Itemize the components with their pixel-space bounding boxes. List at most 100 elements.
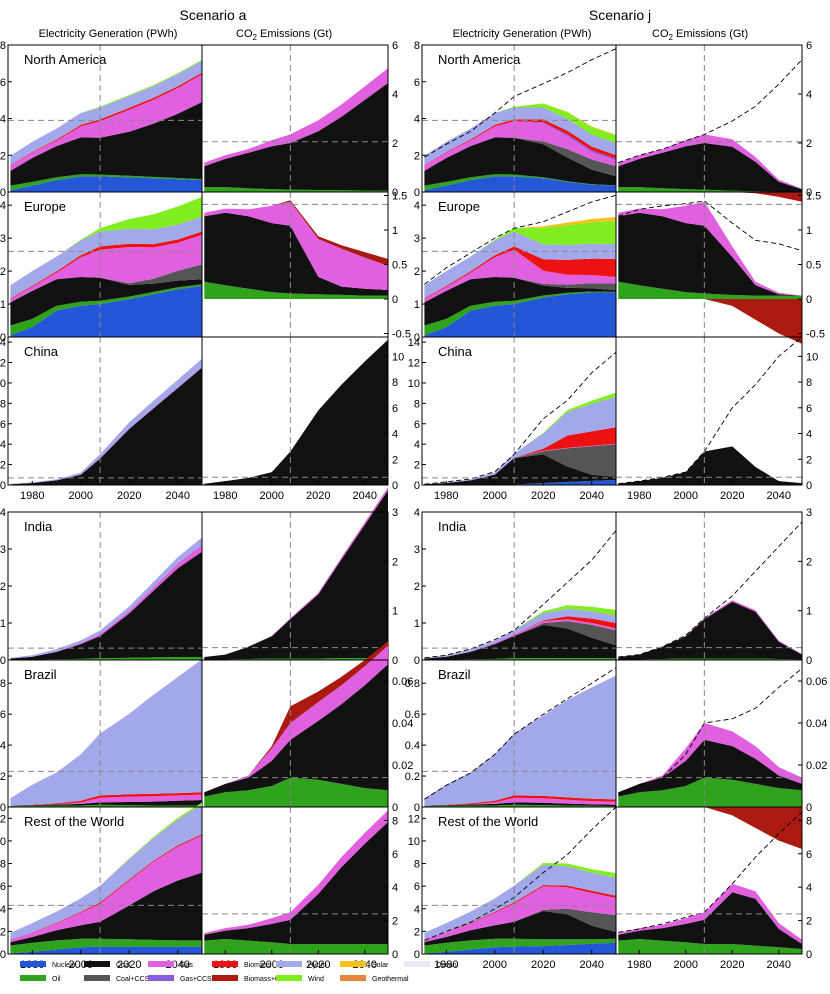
co2-tick-label: 0.06 <box>806 676 827 688</box>
co2-brazil-a-gas-area <box>204 645 388 793</box>
co2-europe-j-gas-area <box>618 201 802 296</box>
elec-brazil-j-biomass-area <box>424 795 616 806</box>
elec-brazil-j-hydro-area <box>424 675 616 806</box>
elec-tick-label: 4 <box>0 904 6 916</box>
co2-tick-label: 0.5 <box>806 260 821 272</box>
co2-europe-j-oil-area <box>618 281 802 299</box>
co2-chart-brazil-j <box>618 668 803 849</box>
co2-chart-india-j <box>618 521 803 660</box>
elec-china-j-coal-ccs-area <box>424 444 616 485</box>
co2-india-j-coal-area <box>618 601 802 660</box>
co2-brazil-j-gas-area <box>618 723 802 793</box>
elec-tick-label: 2 <box>414 926 420 938</box>
elec-tick-label: 4 <box>414 507 420 519</box>
elec-chart-europe-a <box>10 196 203 337</box>
elec-europe-a-gas-area <box>10 234 203 303</box>
elec-tick-label: 0.6 <box>405 709 420 721</box>
panel-north-america-a: North America 0 2 4 6 8 0 2 4 6 <box>0 40 398 199</box>
legend-swatch-geothermal <box>340 975 366 981</box>
elec-tick-label: 2 <box>414 581 420 593</box>
elec-tick-label: 0 <box>414 655 420 667</box>
elec-tick-label: 8 <box>414 398 420 410</box>
elec-europe-a-biomass-area <box>10 231 203 300</box>
co2-chart-china-j <box>618 336 803 485</box>
co2-tick-label: 3 <box>392 507 398 519</box>
co2-tick-label: 6 <box>806 403 812 415</box>
co2-tick-label: 8 <box>392 377 398 389</box>
co2-tick-label: 1.5 <box>806 190 821 202</box>
elec-rest-of-the-world-a-coal-area <box>10 872 203 946</box>
elec-north-america-a-oil-area <box>10 174 203 191</box>
x-tick-label: 1980 <box>434 490 458 502</box>
co2-india-a-coal-area <box>204 490 388 660</box>
elec-tick-label: 0.6 <box>0 709 6 721</box>
elec-brazil-a-coal-area <box>10 800 203 807</box>
region-label: China <box>24 344 59 359</box>
elec-tick-label: 12 <box>0 813 6 825</box>
elec-tick-label: 0 <box>414 480 420 492</box>
co2-tick-label: -0.5 <box>806 329 825 341</box>
co2-tick-label: 0.02 <box>392 760 413 772</box>
co2-frame <box>201 806 389 955</box>
co2-tick-label: 0 <box>392 187 398 199</box>
elec-tick-label: 0.4 <box>405 740 420 752</box>
elec-tick-label: 2 <box>414 150 420 162</box>
elec-reference-line <box>424 351 617 485</box>
elec-tick-label: 8 <box>0 40 6 52</box>
co2-tick-label: 0 <box>806 480 812 492</box>
co2-reference-line <box>618 59 803 164</box>
x-tick-label: 2020 <box>117 490 141 502</box>
legend-swatch-coal-ccs <box>84 975 110 981</box>
co2-chart-china-a <box>204 339 388 485</box>
elec-europe-j-oil-area <box>424 291 616 336</box>
co2-chart-europe-a <box>204 200 388 299</box>
co2-rest-of-the-world-j-coal-area <box>618 892 802 949</box>
x-tick-label: 2040 <box>580 490 604 502</box>
co2-tick-label: 6 <box>392 403 398 415</box>
co2-tick-label: 0.06 <box>392 676 413 688</box>
elec-chart-india-j <box>424 530 617 660</box>
elec-china-j-biomass-area <box>424 427 616 485</box>
elec-chart-north-america-a <box>10 59 203 192</box>
co2-north-america-a-coal-area <box>204 83 388 191</box>
elec-china-j-nuclear-area <box>424 479 616 485</box>
elec-europe-j-nuclear-area <box>424 292 616 337</box>
elec-tick-label: 3 <box>0 544 6 556</box>
co2-china-j-coal-area <box>618 446 802 485</box>
co2-north-america-j-biomass-ccs-area <box>618 192 802 202</box>
legend-swatch-solar <box>340 961 366 967</box>
elec-north-america-j-coal-ccs-area <box>424 137 616 177</box>
co2-brazil-a-biomass-ccs-area <box>204 641 388 793</box>
elec-tick-label: 4 <box>0 439 6 451</box>
elec-north-america-j-nuclear-area <box>424 176 616 192</box>
co2-tick-label: 6 <box>392 849 398 861</box>
co2-tick-label: 0 <box>392 655 398 667</box>
co2-tick-label: 2 <box>392 138 398 150</box>
elec-tick-label: 2 <box>414 460 420 472</box>
elec-tick-label: 0 <box>414 802 420 814</box>
x-tick-label: 1980 <box>213 490 237 502</box>
elec-tick-label: 12 <box>0 358 6 370</box>
elec-brazil-a-gas-area <box>10 794 203 806</box>
x-tick-label: 2020 <box>117 959 141 971</box>
co2-tick-label: 0.5 <box>392 260 407 272</box>
co2-rest-of-the-world-a-oil-area <box>204 939 388 954</box>
legend-label-gas-ccs: Gas+CCS <box>180 976 212 983</box>
elec-tick-label: 1 <box>0 618 6 630</box>
co2-europe-a-gas-area <box>204 201 388 290</box>
x-tick-label: 2020 <box>306 490 330 502</box>
co2-frame <box>201 336 389 486</box>
x-tick-label: 2020 <box>531 959 555 971</box>
elec-europe-a-wind-area <box>10 196 203 286</box>
legend-label-hydro: Hydro <box>308 962 327 969</box>
elec-chart-india-a <box>10 537 203 660</box>
co2-tick-label: 2 <box>392 454 398 466</box>
co2-header-j: CO2 Emissions (Gt) <box>652 28 748 42</box>
elec-rest-of-the-world-j-oil-area <box>424 938 616 954</box>
legend-label-ocean: Ocean <box>436 962 457 969</box>
co2-tick-label: 0 <box>806 655 812 667</box>
legend-swatch-coal <box>84 961 110 967</box>
elec-tick-label: 10 <box>0 836 6 848</box>
elec-rest-of-the-world-a-wind-area <box>10 802 203 933</box>
